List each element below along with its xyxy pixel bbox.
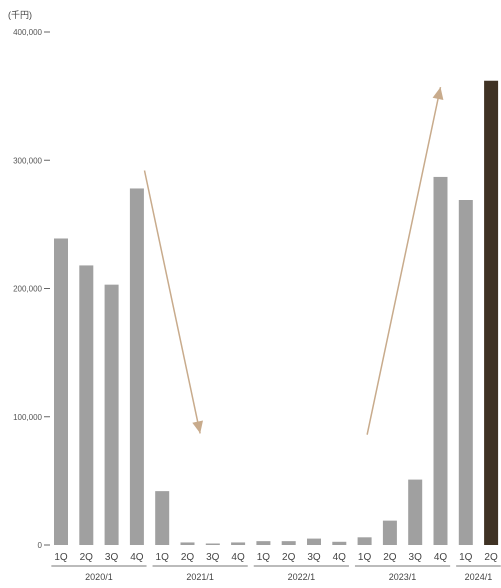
bar bbox=[180, 542, 195, 545]
year-group-label: 2021/1 bbox=[186, 572, 214, 582]
x-tick-label: 1Q bbox=[156, 552, 170, 563]
x-tick-label: 2Q bbox=[282, 552, 296, 563]
bar bbox=[256, 541, 271, 545]
bar bbox=[79, 265, 94, 545]
bar bbox=[408, 479, 423, 545]
bar bbox=[155, 491, 170, 545]
x-tick-label: 1Q bbox=[358, 552, 372, 563]
x-tick-label: 4Q bbox=[434, 552, 448, 563]
y-tick-label: 0 bbox=[38, 541, 43, 550]
bar bbox=[382, 520, 397, 545]
x-tick-label: 3Q bbox=[105, 552, 119, 563]
bar bbox=[433, 176, 448, 546]
bar bbox=[458, 200, 473, 545]
y-tick-label: 100,000 bbox=[13, 413, 42, 422]
x-tick-label: 1Q bbox=[459, 552, 473, 563]
bar bbox=[54, 238, 68, 546]
bar bbox=[129, 188, 144, 545]
y-tick-label: 200,000 bbox=[13, 285, 42, 294]
year-group-label: 2022/1 bbox=[288, 572, 316, 582]
y-tick-label: 300,000 bbox=[13, 156, 42, 165]
year-group-label: 2024/1 bbox=[465, 572, 493, 582]
x-tick-label: 3Q bbox=[409, 552, 423, 563]
x-tick-label: 2Q bbox=[484, 552, 498, 563]
bar bbox=[332, 541, 347, 545]
x-tick-label: 2Q bbox=[80, 552, 94, 563]
x-tick-label: 4Q bbox=[231, 552, 245, 563]
year-group-label: 2020/1 bbox=[85, 572, 113, 582]
bar bbox=[307, 538, 321, 545]
trend-arrow bbox=[143, 170, 203, 434]
y-unit-label: (千円) bbox=[8, 10, 32, 20]
x-tick-label: 3Q bbox=[307, 552, 321, 563]
y-tick-label: 400,000 bbox=[13, 28, 42, 37]
x-tick-label: 4Q bbox=[130, 552, 144, 563]
bar bbox=[231, 542, 246, 545]
bar bbox=[205, 543, 220, 545]
bar bbox=[357, 537, 372, 545]
bar bbox=[281, 541, 296, 545]
x-tick-label: 2Q bbox=[181, 552, 195, 563]
trend-arrow bbox=[366, 86, 444, 435]
bar bbox=[104, 284, 119, 545]
x-tick-label: 1Q bbox=[54, 552, 68, 563]
x-tick-label: 2Q bbox=[383, 552, 397, 563]
year-group-label: 2023/1 bbox=[389, 572, 417, 582]
x-tick-label: 3Q bbox=[206, 552, 220, 563]
bar bbox=[484, 80, 499, 546]
x-tick-label: 1Q bbox=[257, 552, 271, 563]
x-tick-label: 4Q bbox=[333, 552, 347, 563]
